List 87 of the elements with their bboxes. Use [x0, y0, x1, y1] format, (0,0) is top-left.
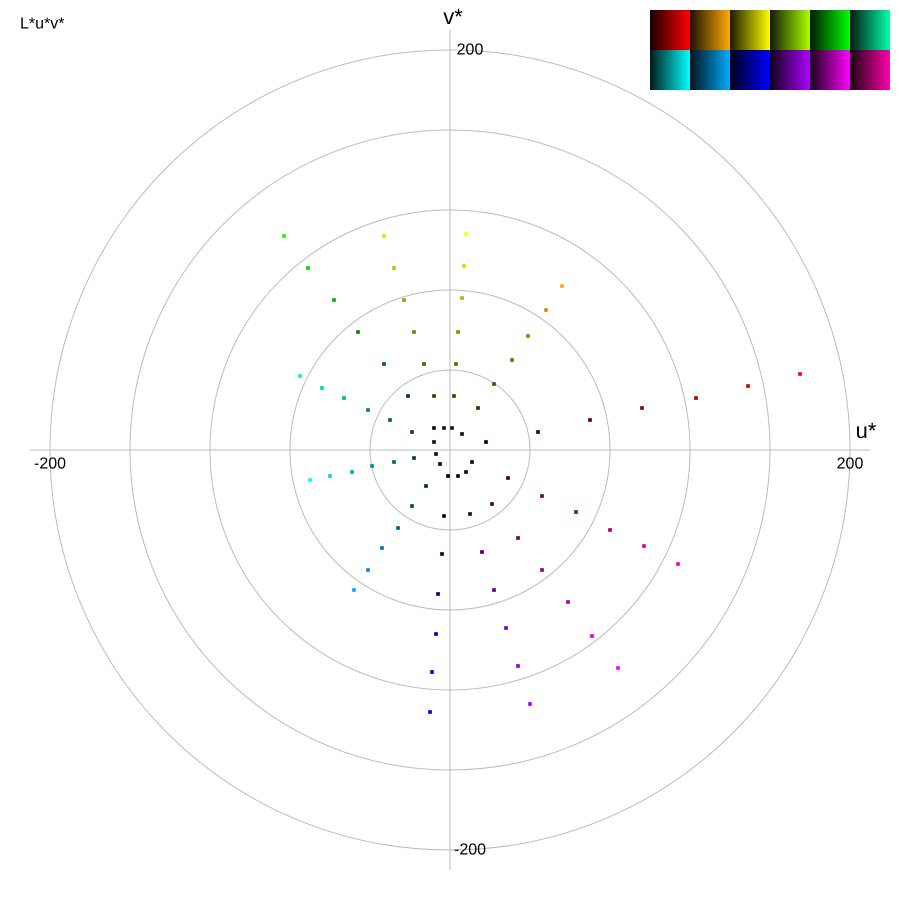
point [694, 396, 698, 400]
chart-title: L*u*v* [20, 15, 64, 32]
point [382, 234, 386, 238]
point [676, 562, 680, 566]
point [282, 234, 286, 238]
point [492, 382, 496, 386]
point [540, 494, 544, 498]
y-axis-title: v* [443, 4, 464, 30]
point [440, 552, 444, 556]
point [456, 474, 460, 478]
point [424, 484, 428, 488]
point [490, 502, 494, 506]
point [402, 298, 406, 302]
point [504, 626, 508, 630]
point [412, 456, 416, 460]
point [460, 432, 464, 436]
point [410, 504, 414, 508]
point [446, 474, 450, 478]
point [540, 568, 544, 572]
point [460, 296, 464, 300]
point [442, 514, 446, 518]
point [798, 372, 802, 376]
point [588, 418, 592, 422]
point [396, 526, 400, 530]
point [366, 408, 370, 412]
point [434, 452, 438, 456]
point [412, 330, 416, 334]
point [306, 266, 310, 270]
point [560, 284, 564, 288]
point [640, 406, 644, 410]
point [468, 512, 472, 516]
point [436, 592, 440, 596]
point [356, 330, 360, 334]
point [380, 546, 384, 550]
point [480, 550, 484, 554]
point [382, 362, 386, 366]
point [406, 394, 410, 398]
point [616, 666, 620, 670]
point [590, 634, 594, 638]
point [388, 418, 392, 422]
point [574, 510, 578, 514]
point [370, 464, 374, 468]
point [298, 374, 302, 378]
point [350, 470, 354, 474]
x-axis-title: u* [856, 418, 877, 444]
point [430, 670, 434, 674]
point [484, 440, 488, 444]
point [432, 440, 436, 444]
point [410, 430, 414, 434]
point [320, 386, 324, 390]
point [428, 710, 432, 714]
point [434, 632, 438, 636]
point [526, 334, 530, 338]
point [544, 308, 548, 312]
point [506, 476, 510, 480]
point [516, 664, 520, 668]
point [332, 298, 336, 302]
point [492, 588, 496, 592]
point [464, 232, 468, 236]
point [308, 478, 312, 482]
point [454, 362, 458, 366]
point [470, 460, 474, 464]
point [746, 384, 750, 388]
point [438, 462, 442, 466]
point [432, 394, 436, 398]
point [566, 600, 570, 604]
point [456, 330, 460, 334]
point [442, 426, 446, 430]
point [476, 406, 480, 410]
point [462, 264, 466, 268]
point [464, 470, 468, 474]
point [328, 474, 332, 478]
point [516, 536, 520, 540]
point [366, 568, 370, 572]
point [422, 362, 426, 366]
point [642, 544, 646, 548]
point [342, 396, 346, 400]
point [432, 426, 436, 430]
point [510, 358, 514, 362]
point [392, 460, 396, 464]
point [450, 426, 454, 430]
point [608, 528, 612, 532]
point [352, 588, 356, 592]
point [452, 394, 456, 398]
point [536, 430, 540, 434]
point [528, 702, 532, 706]
point [392, 266, 396, 270]
